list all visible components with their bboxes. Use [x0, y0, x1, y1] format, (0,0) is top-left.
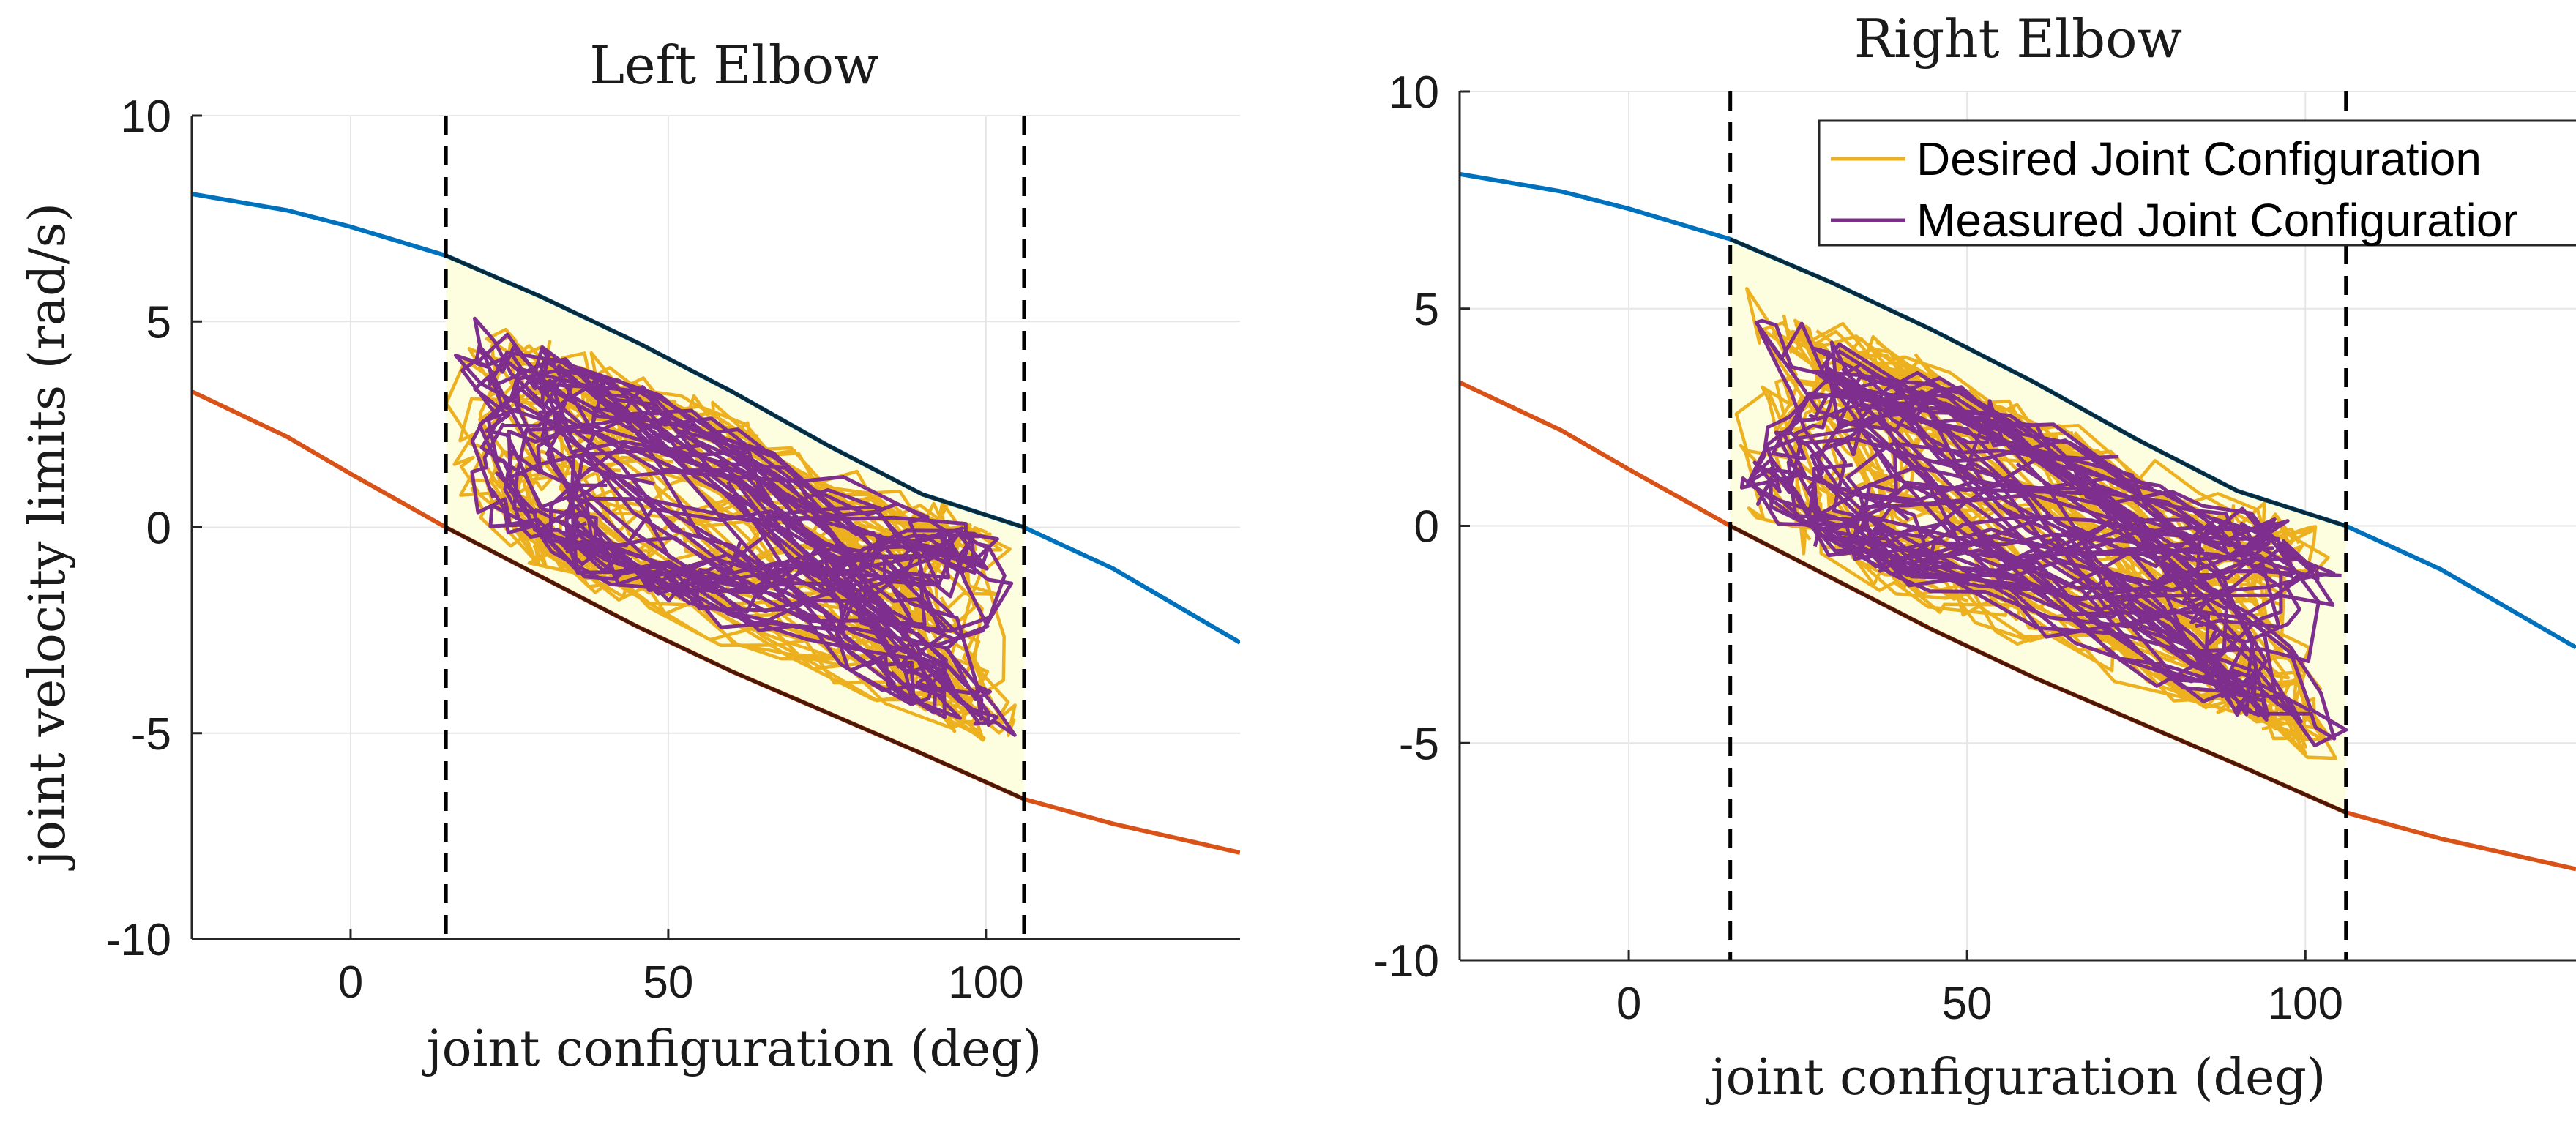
left-elbow-chart: Left Elbow joint configuration (deg) joi…	[19, 34, 1240, 1078]
y-tick-label: 0	[146, 504, 171, 554]
x-tick-label: 50	[643, 957, 693, 1008]
y-tick-label: -10	[1373, 936, 1439, 987]
measured-trajectory	[1750, 437, 2283, 589]
x-tick-label: 0	[1616, 979, 1641, 1029]
y-tick-label: 5	[1414, 285, 1439, 335]
y-tick-label: 10	[1389, 67, 1439, 118]
right-elbow-chart: Right Elbow joint configuration (deg) 0 5…	[1373, 8, 2576, 1107]
chart-title: Left Elbow	[589, 34, 879, 96]
y-tick-label: -5	[1399, 719, 1439, 769]
measured-trajectory	[477, 367, 1007, 640]
measured-trajectory	[1812, 346, 2247, 717]
x-axis-label: joint configuration (deg)	[1706, 1049, 2326, 1107]
x-tick-label: 50	[1942, 979, 1993, 1029]
region-boundary	[1729, 237, 2347, 528]
measured-trajectory	[474, 332, 999, 728]
trajectories	[444, 316, 1017, 742]
measured-trajectory	[1826, 366, 2270, 718]
trajectories	[1734, 287, 2348, 760]
y-tick-label: 0	[1414, 502, 1439, 553]
measured-trajectory	[1810, 394, 2301, 645]
measured-trajectory	[1752, 378, 2272, 594]
y-axis-label: joint velocity limits (rad/s)	[19, 203, 77, 871]
measured-trajectory	[1808, 370, 2268, 718]
y-tick-label: -5	[131, 709, 171, 760]
y-tick-label: -10	[105, 915, 171, 965]
legend-entry-label: Desired Joint Configuration	[1916, 132, 2482, 185]
region-boundary	[445, 526, 1025, 801]
desired-trajectory	[499, 417, 1003, 606]
measured-trajectory	[1832, 399, 2260, 717]
y-tick-label: 5	[146, 297, 171, 348]
measured-trajectory	[507, 367, 962, 720]
x-tick-label: 100	[948, 957, 1023, 1008]
measured-trajectory	[1806, 389, 2301, 606]
x-tick-label: 100	[2268, 979, 2343, 1029]
legend-box	[1818, 119, 2576, 247]
legend: Desired Joint Configuration Measured Join…	[1818, 119, 2576, 247]
measured-trajectory	[470, 392, 955, 617]
y-tick-label: 10	[121, 91, 171, 142]
region-boundary	[445, 253, 1025, 529]
measured-trajectory	[470, 370, 911, 616]
x-tick-label: 0	[338, 957, 363, 1008]
legend-entry-label: Measured Joint Configuratior	[1916, 194, 2518, 247]
x-axis-label: joint configuration (deg)	[422, 1020, 1042, 1078]
measured-trajectory	[1811, 463, 2281, 629]
region-boundary	[1729, 524, 2347, 815]
measured-trajectory	[495, 414, 981, 614]
chart-title: Right Elbow	[1854, 8, 2182, 70]
